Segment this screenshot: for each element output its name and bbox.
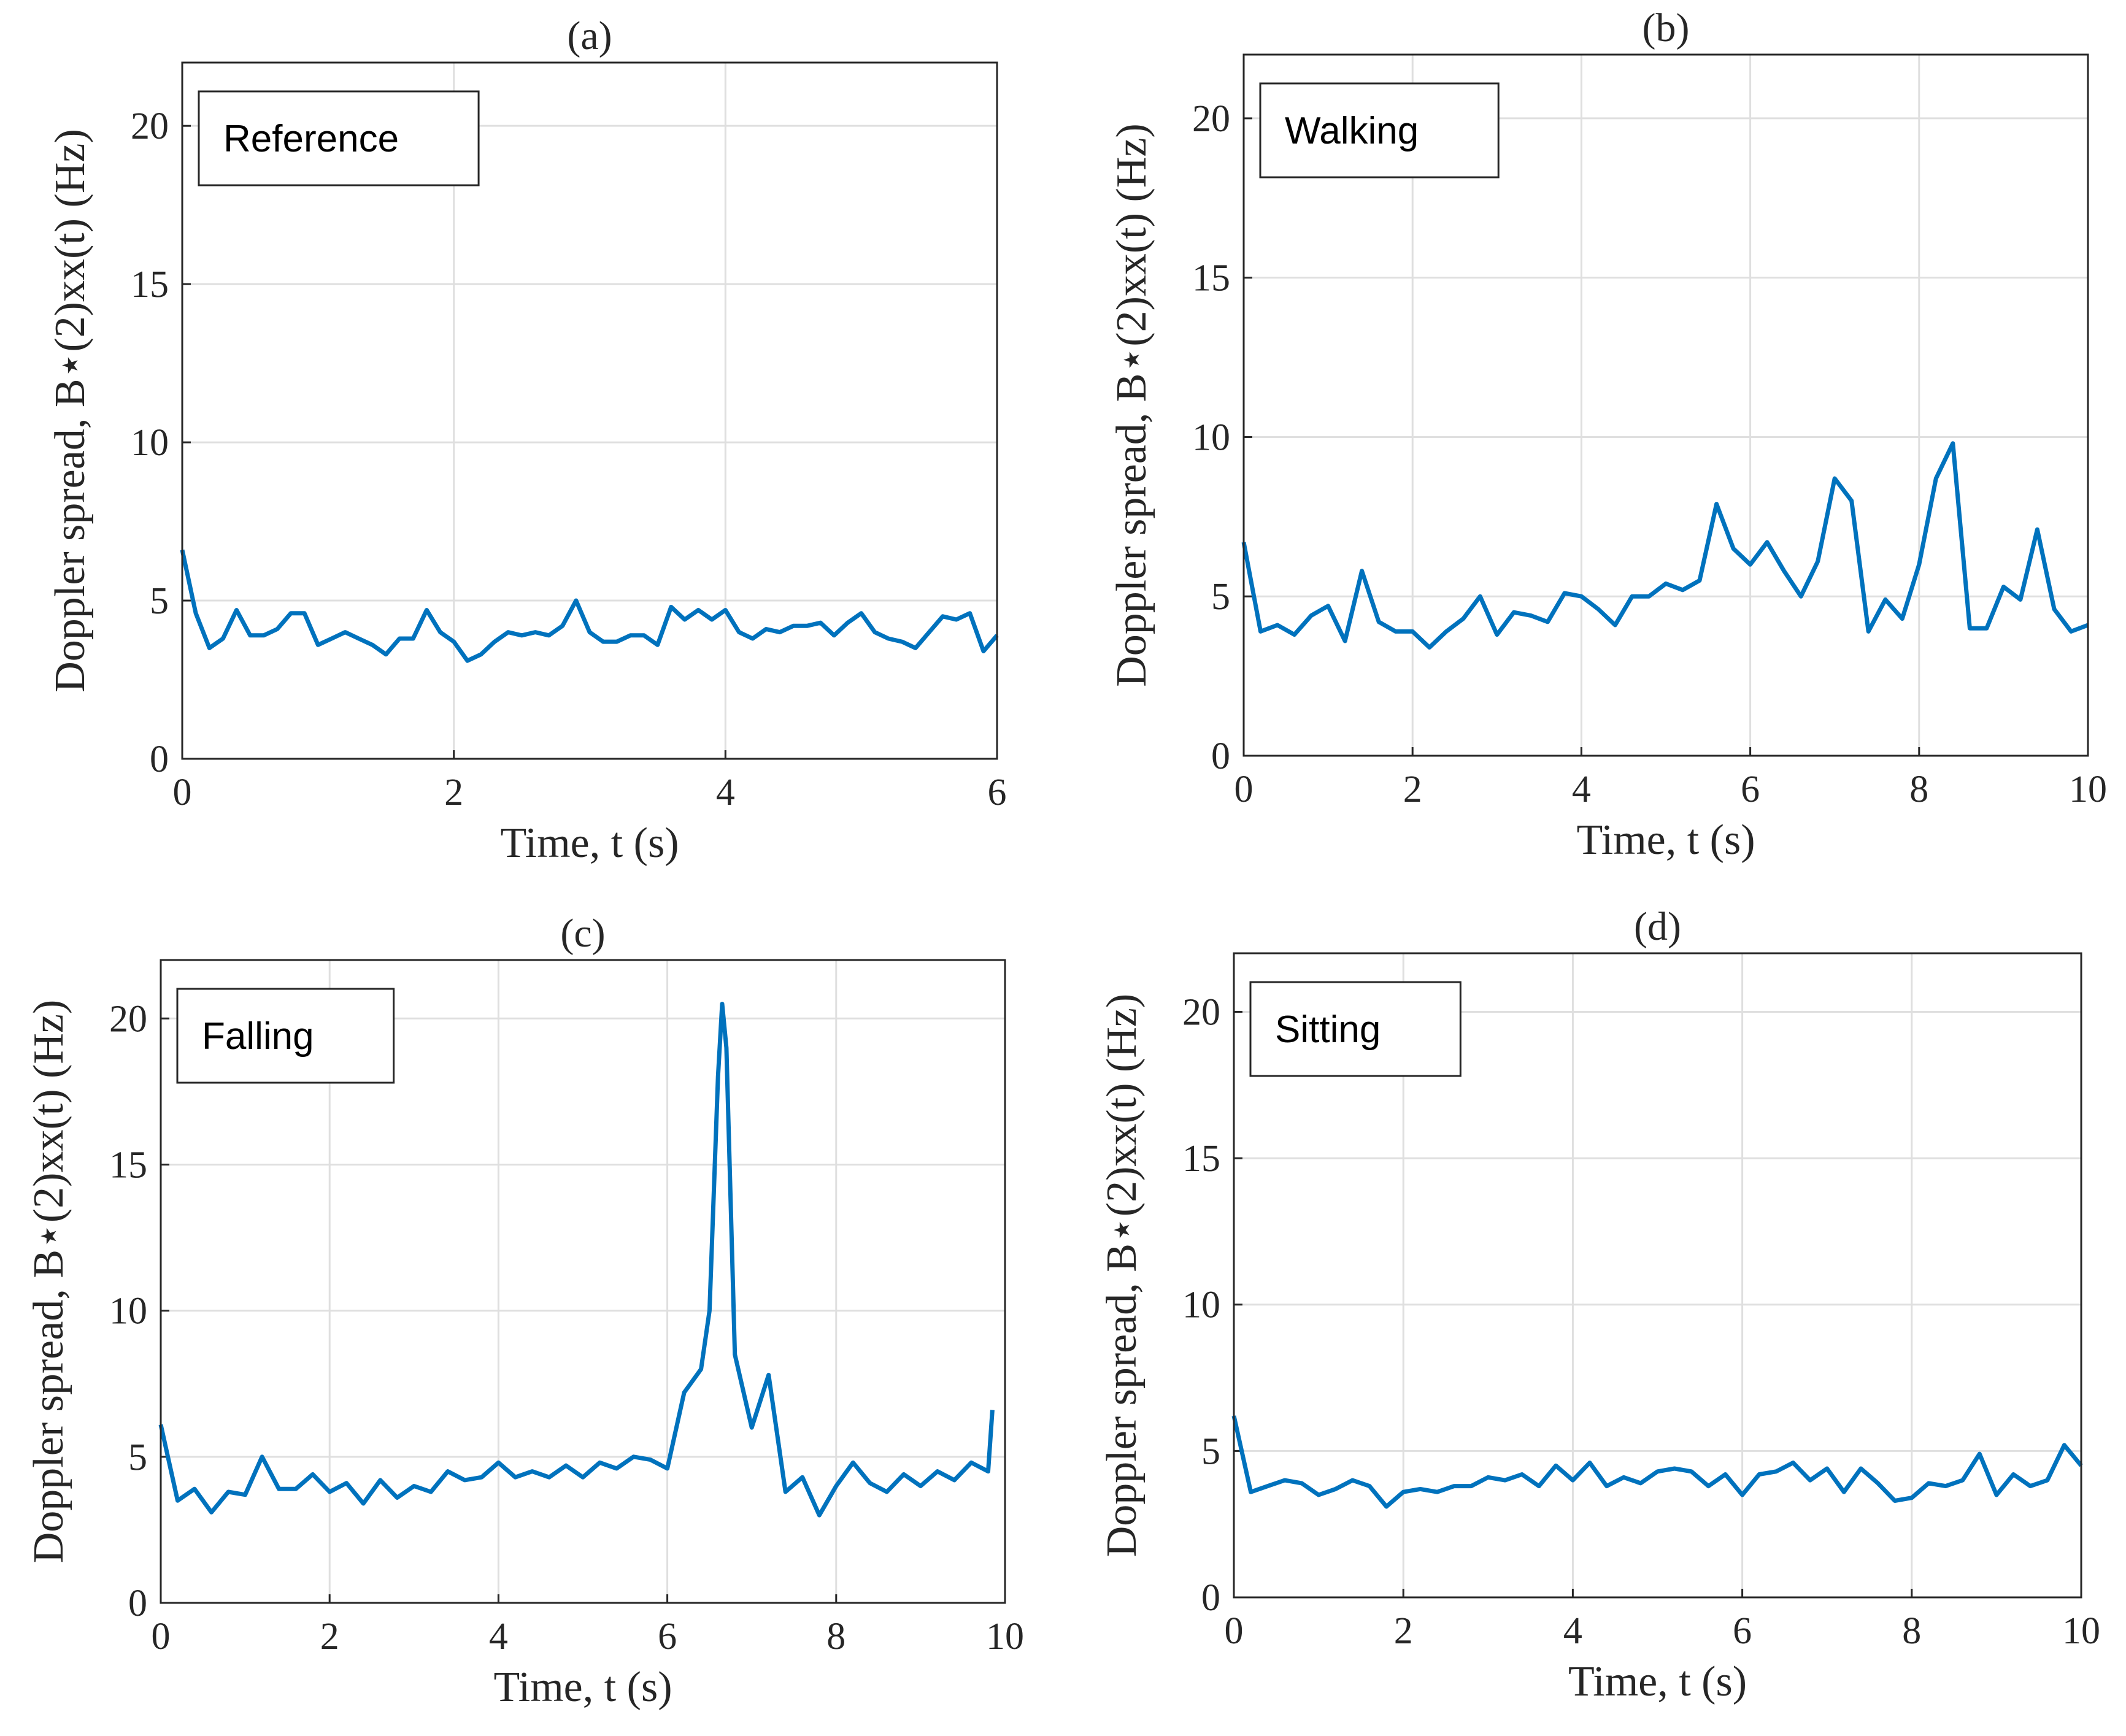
x-tick-label: 6: [988, 772, 1007, 813]
axes-frame: [160, 959, 1006, 1604]
y-tick-label: 10: [131, 422, 169, 464]
x-tick-label: 0: [173, 772, 192, 813]
y-tick-label: 5: [1211, 576, 1230, 618]
axes-frame: [1242, 53, 2089, 757]
annotation-box: [1259, 82, 1500, 179]
annotation-box: [198, 90, 480, 186]
x-tick-label: 6: [1733, 1610, 1752, 1652]
x-axis-label: Time, t (s): [1576, 816, 1755, 864]
x-tick-label: 6: [1741, 769, 1760, 810]
x-tick-label: 4: [1572, 769, 1591, 810]
y-tick-label: 0: [1211, 735, 1230, 777]
subplot-title: (c): [560, 911, 605, 956]
x-tick-label: 2: [1394, 1610, 1413, 1652]
x-tick-label: 4: [489, 1616, 508, 1657]
y-tick-label: 10: [1192, 417, 1230, 458]
y-tick-label: 0: [128, 1583, 147, 1624]
y-tick-label: 5: [1201, 1431, 1220, 1472]
data-line: [1231, 1415, 2083, 1509]
axes-frame: [181, 61, 998, 760]
data-line: [1241, 441, 2089, 650]
y-axis-label: Doppler spread, B⋆(2)xx(t) (Hz): [1098, 994, 1146, 1557]
x-tick-label: 2: [1403, 769, 1422, 810]
data-line: [180, 549, 999, 663]
data-line: [158, 1002, 995, 1518]
y-tick-label: 20: [1182, 991, 1220, 1033]
annotation-box: [176, 988, 395, 1084]
y-tick-label: 15: [1192, 258, 1230, 299]
x-tick-label: 2: [320, 1616, 339, 1657]
y-tick-label: 0: [1201, 1577, 1220, 1619]
x-tick-label: 4: [1563, 1610, 1582, 1652]
y-tick-label: 0: [150, 739, 169, 780]
x-tick-label: 10: [986, 1616, 1024, 1657]
annotation-text: Reference: [223, 118, 399, 160]
y-tick-label: 15: [109, 1144, 147, 1186]
y-tick-label: 15: [131, 264, 169, 305]
y-tick-label: 5: [128, 1437, 147, 1478]
x-axis-label: Time, t (s): [500, 820, 679, 867]
y-tick-label: 20: [1192, 98, 1230, 140]
y-axis-label: Doppler spread, B⋆(2)xx(t) (Hz): [1108, 123, 1155, 687]
subplot-title: (b): [1643, 6, 1690, 50]
x-tick-label: 10: [2069, 769, 2107, 810]
subplot-title: (a): [567, 13, 612, 58]
y-tick-label: 5: [150, 580, 169, 622]
annotation-box: [1249, 981, 1462, 1077]
axes-frame: [1233, 952, 2082, 1599]
annotation-text: Falling: [202, 1015, 314, 1058]
y-tick-label: 10: [109, 1291, 147, 1332]
y-tick-label: 20: [109, 998, 147, 1040]
x-tick-label: 0: [1234, 769, 1254, 810]
x-tick-label: 8: [1909, 769, 1928, 810]
x-tick-label: 0: [1225, 1610, 1244, 1652]
y-tick-label: 15: [1182, 1138, 1220, 1180]
x-tick-label: 10: [2062, 1610, 2100, 1652]
y-tick-label: 10: [1182, 1285, 1220, 1326]
subplot-title: (d): [1634, 904, 1681, 949]
x-tick-label: 0: [152, 1616, 171, 1657]
y-axis-label: Doppler spread, B⋆(2)xx(t) (Hz): [25, 1000, 72, 1564]
x-axis-label: Time, t (s): [493, 1664, 672, 1711]
x-tick-label: 6: [658, 1616, 677, 1657]
x-tick-label: 8: [1902, 1610, 1921, 1652]
x-tick-label: 4: [716, 772, 735, 813]
y-axis-label: Doppler spread, B⋆(2)xx(t) (Hz): [47, 129, 94, 693]
x-axis-label: Time, t (s): [1568, 1658, 1747, 1705]
annotation-text: Walking: [1285, 110, 1419, 152]
x-tick-label: 8: [826, 1616, 845, 1657]
x-tick-label: 2: [444, 772, 463, 813]
annotation-text: Sitting: [1275, 1008, 1381, 1051]
y-tick-label: 20: [131, 106, 169, 147]
